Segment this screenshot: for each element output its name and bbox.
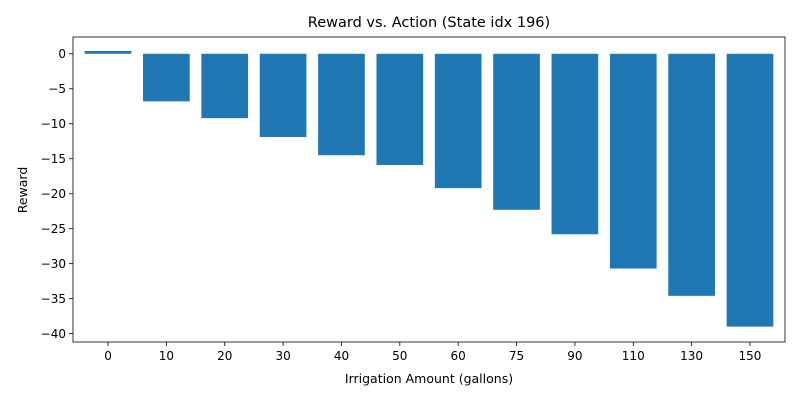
bars-group — [84, 50, 774, 327]
x-tick-label: 10 — [159, 349, 174, 363]
bar-90 — [551, 53, 599, 235]
bar-150 — [726, 53, 774, 327]
x-tick-label: 110 — [622, 349, 645, 363]
bar-20 — [201, 53, 249, 119]
bar-0 — [84, 50, 132, 54]
y-tick-label: 0 — [58, 47, 66, 61]
x-tick-label: 40 — [334, 349, 349, 363]
y-tick-label: −10 — [41, 117, 66, 131]
y-axis: 0 −5 −10 −15 −20 −25 −30 −35 −40 — [41, 47, 73, 341]
y-tick-label: −35 — [41, 292, 66, 306]
x-tick-label: 20 — [217, 349, 232, 363]
y-tick-label: −15 — [41, 152, 66, 166]
chart-title: Reward vs. Action (State idx 196) — [308, 15, 550, 31]
bar-50 — [376, 53, 424, 166]
x-axis-label: Irrigation Amount (gallons) — [345, 371, 513, 386]
y-tick-label: −40 — [41, 327, 66, 341]
bar-60 — [434, 53, 482, 189]
bar-10 — [143, 53, 190, 102]
x-tick-label: 60 — [451, 349, 466, 363]
plot-frame — [72, 36, 786, 343]
bar-110 — [609, 53, 657, 269]
x-tick-label: 75 — [509, 349, 524, 363]
y-tick-label: −20 — [41, 187, 66, 201]
x-tick-label: 130 — [680, 349, 703, 363]
x-tick-label: 150 — [739, 349, 762, 363]
bar-40 — [318, 53, 365, 156]
y-tick-label: −25 — [41, 222, 66, 236]
x-axis: 0 10 20 30 40 50 60 75 90 110 130 150 — [104, 342, 761, 363]
bar-75 — [493, 53, 540, 210]
x-tick-label: 50 — [392, 349, 407, 363]
bar-130 — [668, 53, 715, 296]
y-tick-label: −30 — [41, 257, 66, 271]
x-tick-label: 0 — [104, 349, 112, 363]
y-tick-label: −5 — [48, 82, 66, 96]
y-axis-label: Reward — [15, 167, 30, 214]
bar-30 — [259, 53, 307, 138]
x-tick-label: 30 — [275, 349, 290, 363]
x-tick-label: 90 — [567, 349, 582, 363]
